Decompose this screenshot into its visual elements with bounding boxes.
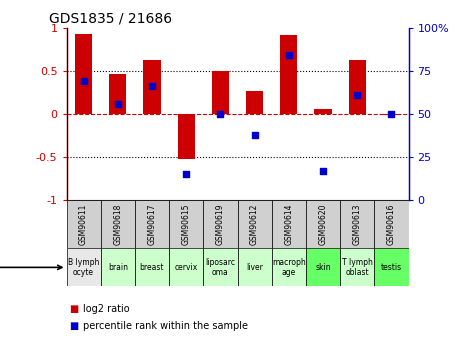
Text: brain: brain xyxy=(108,263,128,272)
Bar xyxy=(383,114,400,115)
Point xyxy=(388,111,395,117)
FancyBboxPatch shape xyxy=(238,248,272,286)
Text: GSM90612: GSM90612 xyxy=(250,204,259,245)
Text: macroph
age: macroph age xyxy=(272,258,306,277)
Bar xyxy=(314,109,332,114)
Point xyxy=(285,52,293,58)
Text: GSM90617: GSM90617 xyxy=(148,204,156,245)
FancyBboxPatch shape xyxy=(101,200,135,248)
FancyBboxPatch shape xyxy=(101,248,135,286)
FancyBboxPatch shape xyxy=(306,248,340,286)
Bar xyxy=(109,74,126,114)
FancyBboxPatch shape xyxy=(135,248,169,286)
Point xyxy=(353,92,361,98)
Text: ■: ■ xyxy=(69,321,78,331)
Bar xyxy=(75,34,92,114)
Bar xyxy=(246,91,263,114)
FancyBboxPatch shape xyxy=(135,200,169,248)
Text: T lymph
oblast: T lymph oblast xyxy=(342,258,373,277)
Text: log2 ratio: log2 ratio xyxy=(83,304,130,314)
Text: cell line: cell line xyxy=(0,263,62,272)
Text: GSM90615: GSM90615 xyxy=(182,204,190,245)
FancyBboxPatch shape xyxy=(169,248,203,286)
Text: GSM90614: GSM90614 xyxy=(285,204,293,245)
FancyBboxPatch shape xyxy=(340,200,374,248)
Text: liposarc
oma: liposarc oma xyxy=(205,258,236,277)
FancyBboxPatch shape xyxy=(374,200,408,248)
Point xyxy=(148,83,156,89)
FancyBboxPatch shape xyxy=(203,248,238,286)
Text: cervix: cervix xyxy=(175,263,198,272)
Text: ■: ■ xyxy=(69,304,78,314)
Text: GSM90613: GSM90613 xyxy=(353,204,361,245)
Bar xyxy=(178,114,195,159)
Point xyxy=(182,171,190,177)
FancyBboxPatch shape xyxy=(238,200,272,248)
Point xyxy=(251,132,258,137)
Bar xyxy=(212,71,229,114)
Bar xyxy=(349,60,366,114)
FancyBboxPatch shape xyxy=(340,248,374,286)
FancyBboxPatch shape xyxy=(374,248,408,286)
Text: GSM90620: GSM90620 xyxy=(319,204,327,245)
FancyBboxPatch shape xyxy=(66,200,101,248)
Text: skin: skin xyxy=(315,263,331,272)
FancyBboxPatch shape xyxy=(272,248,306,286)
Text: GSM90611: GSM90611 xyxy=(79,204,88,245)
Text: B lymph
ocyte: B lymph ocyte xyxy=(68,258,99,277)
Text: liver: liver xyxy=(246,263,263,272)
FancyBboxPatch shape xyxy=(203,200,238,248)
Bar xyxy=(280,34,297,114)
Text: GDS1835 / 21686: GDS1835 / 21686 xyxy=(49,11,172,25)
Text: breast: breast xyxy=(140,263,164,272)
Text: testis: testis xyxy=(381,263,402,272)
Bar xyxy=(143,60,161,114)
Text: GSM90618: GSM90618 xyxy=(114,204,122,245)
Point xyxy=(80,78,87,84)
Point xyxy=(217,111,224,117)
Point xyxy=(114,101,122,106)
Point xyxy=(319,168,327,174)
FancyBboxPatch shape xyxy=(66,248,101,286)
FancyBboxPatch shape xyxy=(272,200,306,248)
FancyBboxPatch shape xyxy=(306,200,340,248)
Text: percentile rank within the sample: percentile rank within the sample xyxy=(83,321,248,331)
FancyBboxPatch shape xyxy=(169,200,203,248)
Text: GSM90616: GSM90616 xyxy=(387,204,396,245)
Text: GSM90619: GSM90619 xyxy=(216,204,225,245)
